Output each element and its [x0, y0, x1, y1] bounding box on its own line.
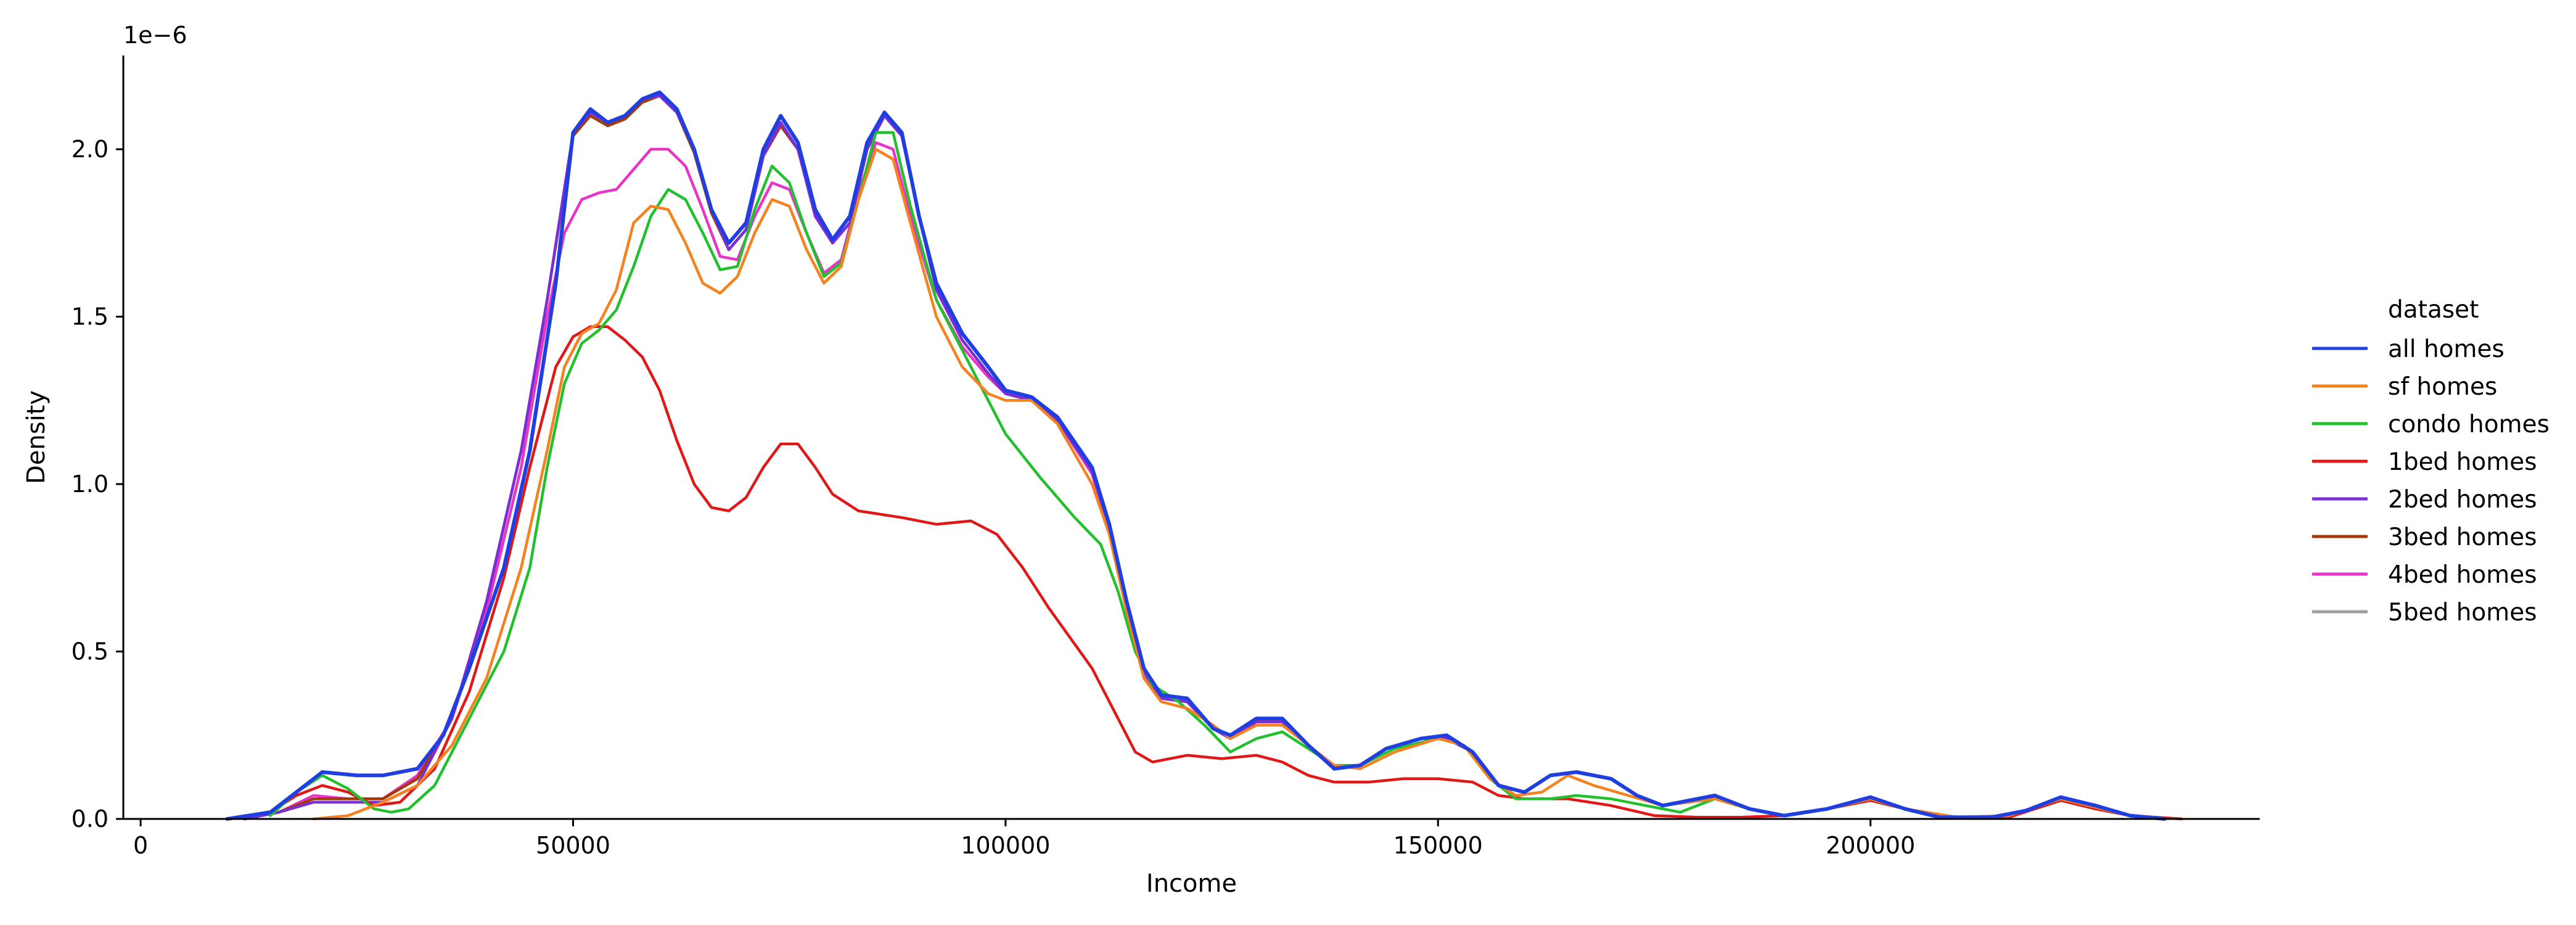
y-tick-label: 0.0 [72, 805, 109, 832]
legend-label: 4bed homes [2388, 561, 2537, 589]
axes-layer: 0 50000 100000 150000 200000 0.0 0.5 1.0 1.5 2.0… [22, 22, 2260, 898]
series-line-1bed-homes [226, 325, 2183, 821]
x-tick-label: 0 [133, 832, 148, 859]
y-axis-ticks: 0.0 0.5 1.0 1.5 2.0 [72, 136, 123, 832]
x-tick-label: 100000 [961, 832, 1050, 859]
legend-item-5bed-homes: 5bed homes [2312, 599, 2537, 627]
legend-item-1bed-homes: 1bed homes [2312, 448, 2537, 476]
legend-item-2bed-homes: 2bed homes [2312, 486, 2537, 514]
y-tick-label: 2.0 [72, 136, 109, 163]
legend-item-condo-homes: condo homes [2312, 411, 2549, 438]
y-axis-label: Density [22, 390, 51, 484]
legend-label: 2bed homes [2388, 486, 2537, 514]
legend-label: all homes [2388, 335, 2504, 363]
x-axis-label: Income [1146, 870, 1237, 898]
series-line-all-homes [225, 90, 2167, 821]
legend-item-4bed-homes: 4bed homes [2312, 561, 2537, 589]
series-line-condo-homes [269, 131, 2166, 821]
series-line-sf-homes [312, 147, 2166, 821]
legend-item-all-homes: all homes [2312, 335, 2504, 363]
x-tick-label: 150000 [1393, 832, 1483, 859]
legend-items: all homes sf homes condo homes 1bed homes 2b… [2312, 335, 2549, 627]
x-axis-ticks: 0 50000 100000 150000 200000 [133, 819, 1915, 859]
y-tick-label: 1.0 [72, 471, 109, 498]
legend-label: 1bed homes [2388, 448, 2537, 476]
y-tick-label: 0.5 [72, 638, 109, 665]
legend-label: 3bed homes [2388, 524, 2537, 551]
x-tick-label: 200000 [1826, 832, 1915, 859]
legend-title: dataset [2388, 296, 2479, 324]
legend-item-3bed-homes: 3bed homes [2312, 524, 2537, 551]
legend-label: 5bed homes [2388, 599, 2537, 627]
y-axis-offset-text: 1e−6 [123, 22, 187, 49]
series-layer [225, 90, 2183, 821]
legend-label: condo homes [2388, 411, 2549, 438]
legend: dataset all homes sf homes condo homes 1bed… [2312, 296, 2549, 627]
y-tick-label: 1.5 [72, 303, 109, 331]
legend-item-sf-homes: sf homes [2312, 373, 2497, 401]
legend-label: sf homes [2388, 373, 2497, 401]
x-tick-label: 50000 [536, 832, 610, 859]
